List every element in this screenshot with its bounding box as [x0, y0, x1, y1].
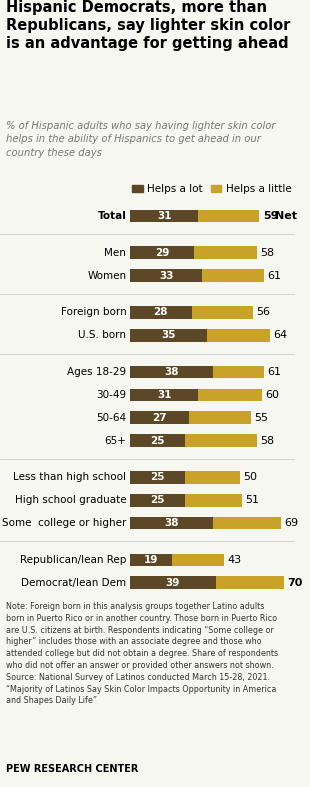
Text: 61: 61	[267, 367, 281, 377]
Text: 56: 56	[256, 307, 270, 317]
Text: 70: 70	[287, 578, 302, 588]
Text: 29: 29	[155, 248, 169, 258]
Text: U.S. born: U.S. born	[78, 331, 126, 340]
Text: Democrat/lean Dem: Democrat/lean Dem	[21, 578, 126, 588]
Text: 60: 60	[265, 390, 279, 400]
Bar	[130, 434, 185, 447]
Text: 50: 50	[243, 472, 257, 482]
Bar	[207, 329, 270, 342]
Text: Ages 18-29: Ages 18-29	[67, 367, 126, 377]
Bar	[185, 471, 240, 484]
Bar	[192, 306, 253, 319]
Bar	[130, 366, 214, 379]
Bar	[130, 389, 198, 401]
Bar	[130, 471, 185, 484]
Text: Republican/lean Rep: Republican/lean Rep	[20, 555, 126, 565]
Text: 33: 33	[159, 271, 174, 281]
Text: 58: 58	[260, 248, 275, 258]
Legend: Helps a lot, Helps a little: Helps a lot, Helps a little	[128, 179, 295, 198]
Text: Some  college or higher: Some college or higher	[2, 518, 126, 528]
Bar	[198, 389, 262, 401]
Bar	[194, 246, 257, 259]
Text: 38: 38	[165, 518, 179, 528]
Text: Net: Net	[275, 211, 297, 221]
Text: 69: 69	[285, 518, 299, 528]
Text: 55: 55	[254, 412, 268, 423]
Text: 27: 27	[153, 412, 167, 423]
Bar	[214, 517, 281, 530]
Bar	[172, 553, 224, 566]
Bar	[130, 210, 198, 223]
Text: 65+: 65+	[104, 436, 126, 445]
Text: 58: 58	[260, 436, 275, 445]
Bar	[130, 517, 214, 530]
Text: 39: 39	[166, 578, 180, 588]
Text: PEW RESEARCH CENTER: PEW RESEARCH CENTER	[6, 764, 139, 774]
Bar	[202, 269, 264, 282]
Text: 30-49: 30-49	[96, 390, 126, 400]
Text: 59: 59	[263, 211, 278, 221]
Text: Hispanic Democrats, more than
Republicans, say lighter skin color
is an advantag: Hispanic Democrats, more than Republican…	[6, 0, 290, 51]
Bar	[130, 269, 202, 282]
Bar	[189, 412, 251, 424]
Text: 25: 25	[150, 495, 165, 505]
Bar	[130, 553, 172, 566]
Text: Note: Foreign born in this analysis groups together Latino adults
born in Puerto: Note: Foreign born in this analysis grou…	[6, 602, 278, 705]
Bar	[130, 329, 207, 342]
Text: 51: 51	[245, 495, 259, 505]
Text: 19: 19	[144, 555, 158, 565]
Text: Foreign born: Foreign born	[60, 307, 126, 317]
Bar	[185, 494, 242, 507]
Text: 43: 43	[228, 555, 242, 565]
Text: 61: 61	[267, 271, 281, 281]
Bar	[130, 306, 192, 319]
Text: Total: Total	[97, 211, 126, 221]
Bar	[130, 246, 194, 259]
Text: High school graduate: High school graduate	[15, 495, 126, 505]
Bar	[214, 366, 264, 379]
Bar	[216, 576, 284, 589]
Text: 38: 38	[165, 367, 179, 377]
Text: Men: Men	[104, 248, 126, 258]
Text: 25: 25	[150, 472, 165, 482]
Text: Women: Women	[87, 271, 126, 281]
Bar	[130, 576, 216, 589]
Text: 50-64: 50-64	[96, 412, 126, 423]
Bar	[130, 412, 189, 424]
Bar	[198, 210, 259, 223]
Bar	[130, 494, 185, 507]
Text: 64: 64	[274, 331, 288, 340]
Bar	[185, 434, 257, 447]
Text: Less than high school: Less than high school	[13, 472, 126, 482]
Text: 31: 31	[157, 211, 171, 221]
Text: 31: 31	[157, 390, 171, 400]
Text: % of Hispanic adults who say having lighter skin color
helps in the ability of H: % of Hispanic adults who say having ligh…	[6, 121, 276, 157]
Text: 25: 25	[150, 436, 165, 445]
Text: 35: 35	[161, 331, 176, 340]
Text: 28: 28	[154, 307, 168, 317]
